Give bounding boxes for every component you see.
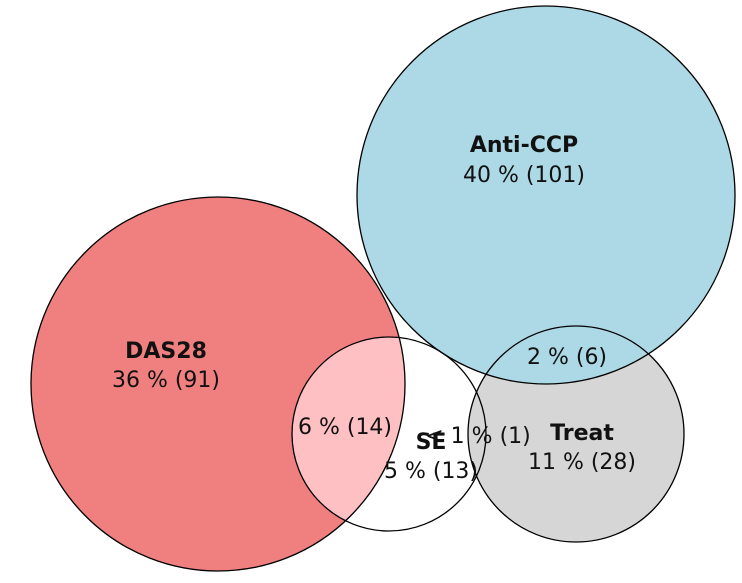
outline-se <box>291 336 487 532</box>
label-se-name: SE <box>416 430 447 455</box>
region-das28-se <box>292 337 405 531</box>
label-anticcp-value: 40 % (101) <box>463 163 585 188</box>
label-overlap-anticcp-treat: 2 % (6) <box>527 345 607 370</box>
outline-treat <box>467 325 685 543</box>
label-anticcp-name: Anti-CCP <box>470 133 578 158</box>
label-overlap-das28-se: 6 % (14) <box>298 415 392 440</box>
outline-das28 <box>30 196 406 572</box>
label-treat-value: 11 % (28) <box>528 450 636 475</box>
label-das28-name: DAS28 <box>125 339 207 364</box>
circle-anticcp <box>357 6 735 384</box>
outline-anticcp <box>356 5 736 385</box>
label-se-value: 5 % (13) <box>384 459 478 484</box>
label-overlap-se-treat: < 1 % (1) <box>425 424 530 449</box>
label-das28-value: 36 % (91) <box>112 368 220 393</box>
label-treat-name: Treat <box>550 421 614 446</box>
